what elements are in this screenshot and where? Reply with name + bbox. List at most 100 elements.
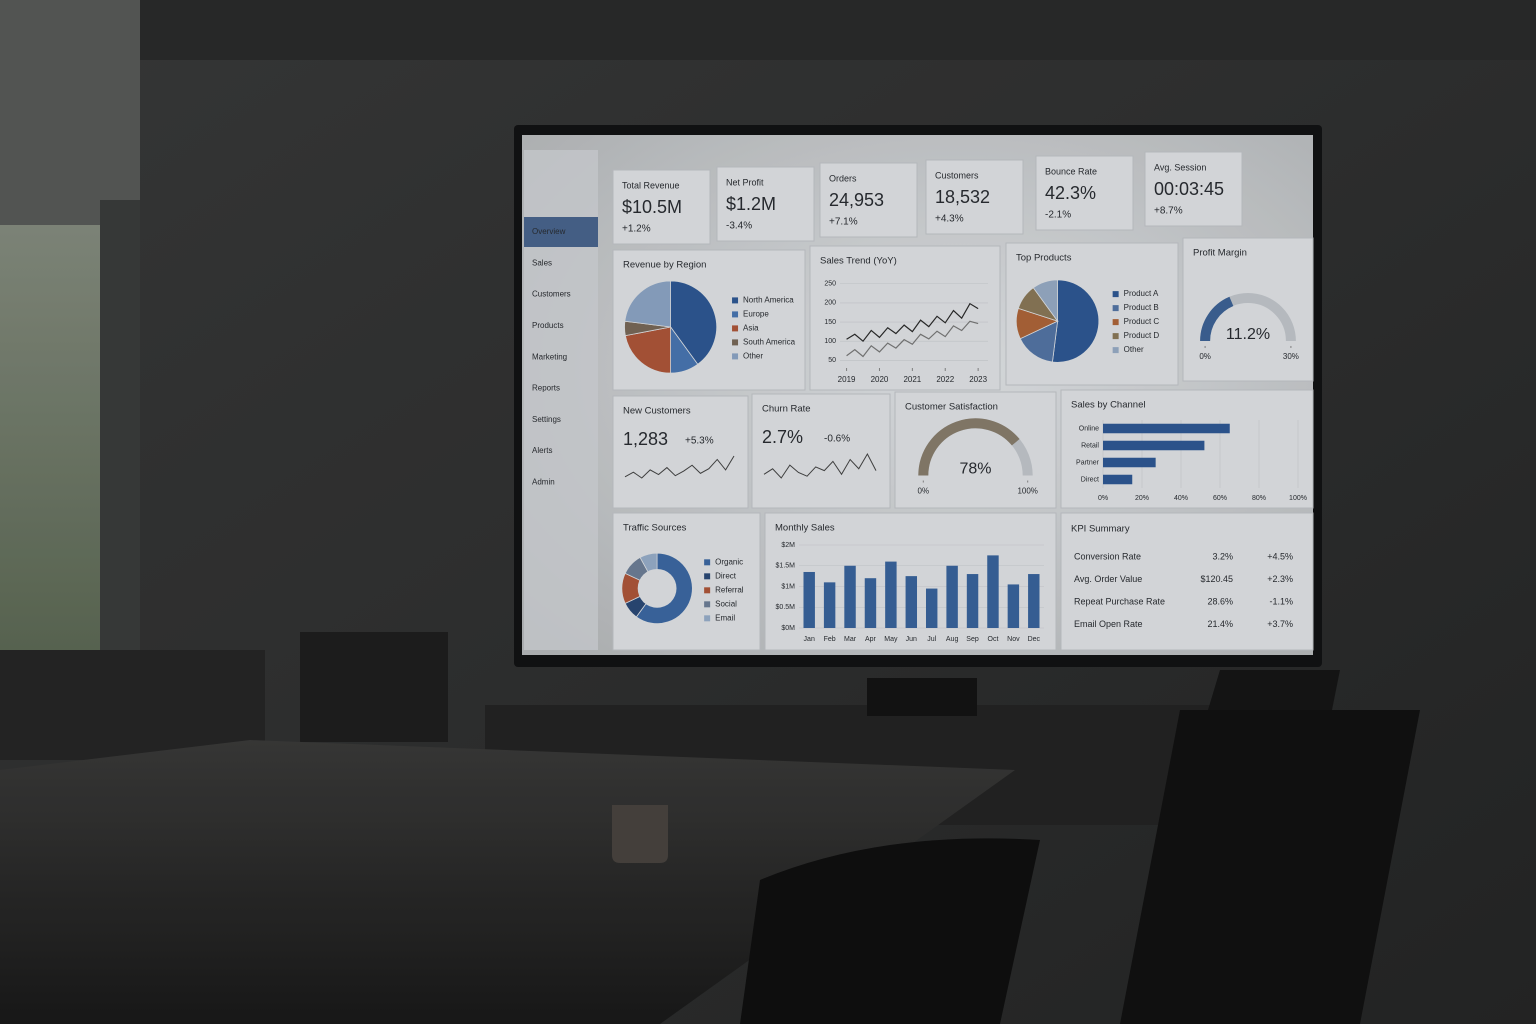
kpi-change: -3.4%: [726, 221, 752, 232]
pie-slice: [624, 280, 671, 328]
kpi-card: [716, 166, 815, 242]
kpi-label: Orders: [829, 173, 857, 183]
gauge-tick-label: 100%: [1017, 487, 1037, 496]
bar: [1103, 423, 1230, 434]
sparkline: [624, 455, 735, 479]
kpi-change: +4.3%: [935, 214, 964, 225]
legend-swatch: [704, 573, 711, 580]
headline-value: 1,283: [623, 429, 668, 449]
kpi-label: Bounce Rate: [1045, 166, 1097, 176]
panel: [809, 245, 1001, 391]
legend-label: Email: [715, 613, 735, 622]
sill-cabinet: [0, 650, 265, 760]
panel-title: Profit Margin: [1193, 248, 1247, 259]
nav-item[interactable]: Overview: [532, 227, 566, 236]
nav-item[interactable]: Alerts: [532, 446, 552, 455]
bar: [987, 555, 999, 628]
x-tick-label: 2023: [969, 375, 987, 384]
nav-item[interactable]: Settings: [532, 415, 561, 424]
legend-label: Product A: [1124, 289, 1159, 298]
legend-swatch: [732, 353, 739, 360]
bar: [946, 565, 958, 628]
x-tick-label: 0%: [1098, 495, 1108, 502]
gauge-value: [1200, 296, 1234, 342]
blinds: [0, 0, 140, 225]
gauge-label: 11.2%: [1226, 326, 1270, 343]
x-tick-label: 2022: [936, 375, 954, 384]
kpi-change: +1.2%: [622, 224, 651, 235]
kpi-value: $120.45: [1200, 574, 1233, 584]
ceiling: [0, 0, 1536, 60]
x-tick-label: 2019: [838, 375, 856, 384]
bar: [905, 576, 918, 628]
bar: [1007, 584, 1020, 628]
y-tick-label: 250: [824, 281, 836, 288]
nav-item[interactable]: Customers: [532, 290, 571, 299]
pie-slice: [1032, 279, 1058, 323]
gauge-tick-label: 0%: [918, 487, 930, 496]
legend-swatch: [732, 339, 739, 346]
legend-label: Referral: [715, 585, 744, 594]
category-label: Online: [1079, 425, 1099, 432]
nav-item[interactable]: Marketing: [532, 352, 567, 361]
legend-swatch: [1112, 347, 1119, 354]
x-tick-label: 80%: [1252, 495, 1266, 502]
panel: [1182, 237, 1314, 382]
kpi-value: $10.5M: [622, 197, 682, 217]
kpi-change: +4.5%: [1267, 551, 1293, 561]
y-tick-label: $2M: [781, 542, 795, 549]
x-tick-label: Sep: [966, 636, 979, 643]
kpi-name: Repeat Purchase Rate: [1074, 596, 1165, 606]
x-tick-label: 20%: [1135, 495, 1149, 502]
gauge-tick-label: 30%: [1283, 352, 1299, 361]
x-tick-label: Nov: [1007, 636, 1020, 643]
x-tick-label: 2021: [903, 375, 921, 384]
category-label: Partner: [1076, 459, 1100, 466]
nav-item[interactable]: Sales: [532, 258, 552, 267]
bar: [966, 574, 979, 628]
bar: [864, 578, 877, 628]
panel: [1060, 512, 1314, 651]
soundbar: [867, 678, 977, 716]
window-frame: [100, 200, 140, 670]
line-series: [846, 302, 979, 343]
panel-title: Revenue by Region: [623, 260, 706, 271]
panel-title: Sales by Channel: [1071, 400, 1145, 411]
x-tick-label: Oct: [988, 636, 999, 643]
bar: [1103, 474, 1133, 485]
legend-swatch: [732, 297, 739, 304]
kpi-change: +3.7%: [1267, 619, 1293, 629]
nav-item[interactable]: Products: [532, 321, 564, 330]
dashboard: Overview Sales Customers Products Marketing R…: [524, 150, 1314, 651]
y-tick-label: 150: [824, 319, 836, 326]
kpi-value: 00:03:45: [1154, 179, 1224, 199]
pie-slice: [670, 280, 718, 365]
x-tick-label: 60%: [1213, 495, 1227, 502]
nav-item[interactable]: Admin: [532, 478, 555, 487]
sparkline: [763, 452, 877, 479]
kpi-value: 3.2%: [1212, 551, 1233, 561]
panel: [751, 393, 891, 509]
nav-item[interactable]: Reports: [532, 384, 560, 393]
headline-value: 2.7%: [762, 427, 803, 447]
panel-title: Customer Satisfaction: [905, 402, 998, 413]
legend-label: Product B: [1124, 303, 1159, 312]
legend-swatch: [704, 615, 711, 622]
legend-swatch: [1112, 291, 1119, 298]
legend-label: Product C: [1124, 317, 1160, 326]
x-tick-label: 2020: [871, 375, 889, 384]
bar: [823, 582, 836, 628]
kpi-label: Avg. Session: [1154, 162, 1206, 172]
y-tick-label: $0.5M: [776, 604, 796, 611]
kpi-change: +7.1%: [829, 217, 858, 228]
panel-title: Top Products: [1016, 253, 1072, 264]
kpi-value: 42.3%: [1045, 183, 1096, 203]
pie-slice: [1051, 279, 1100, 363]
kpi-value: $1.2M: [726, 194, 776, 214]
panel: [612, 395, 749, 509]
legend-swatch: [1112, 333, 1119, 340]
category-label: Retail: [1081, 442, 1099, 449]
legend-label: North America: [743, 296, 794, 305]
y-tick-label: 100: [824, 338, 836, 345]
legend-swatch: [732, 325, 739, 332]
